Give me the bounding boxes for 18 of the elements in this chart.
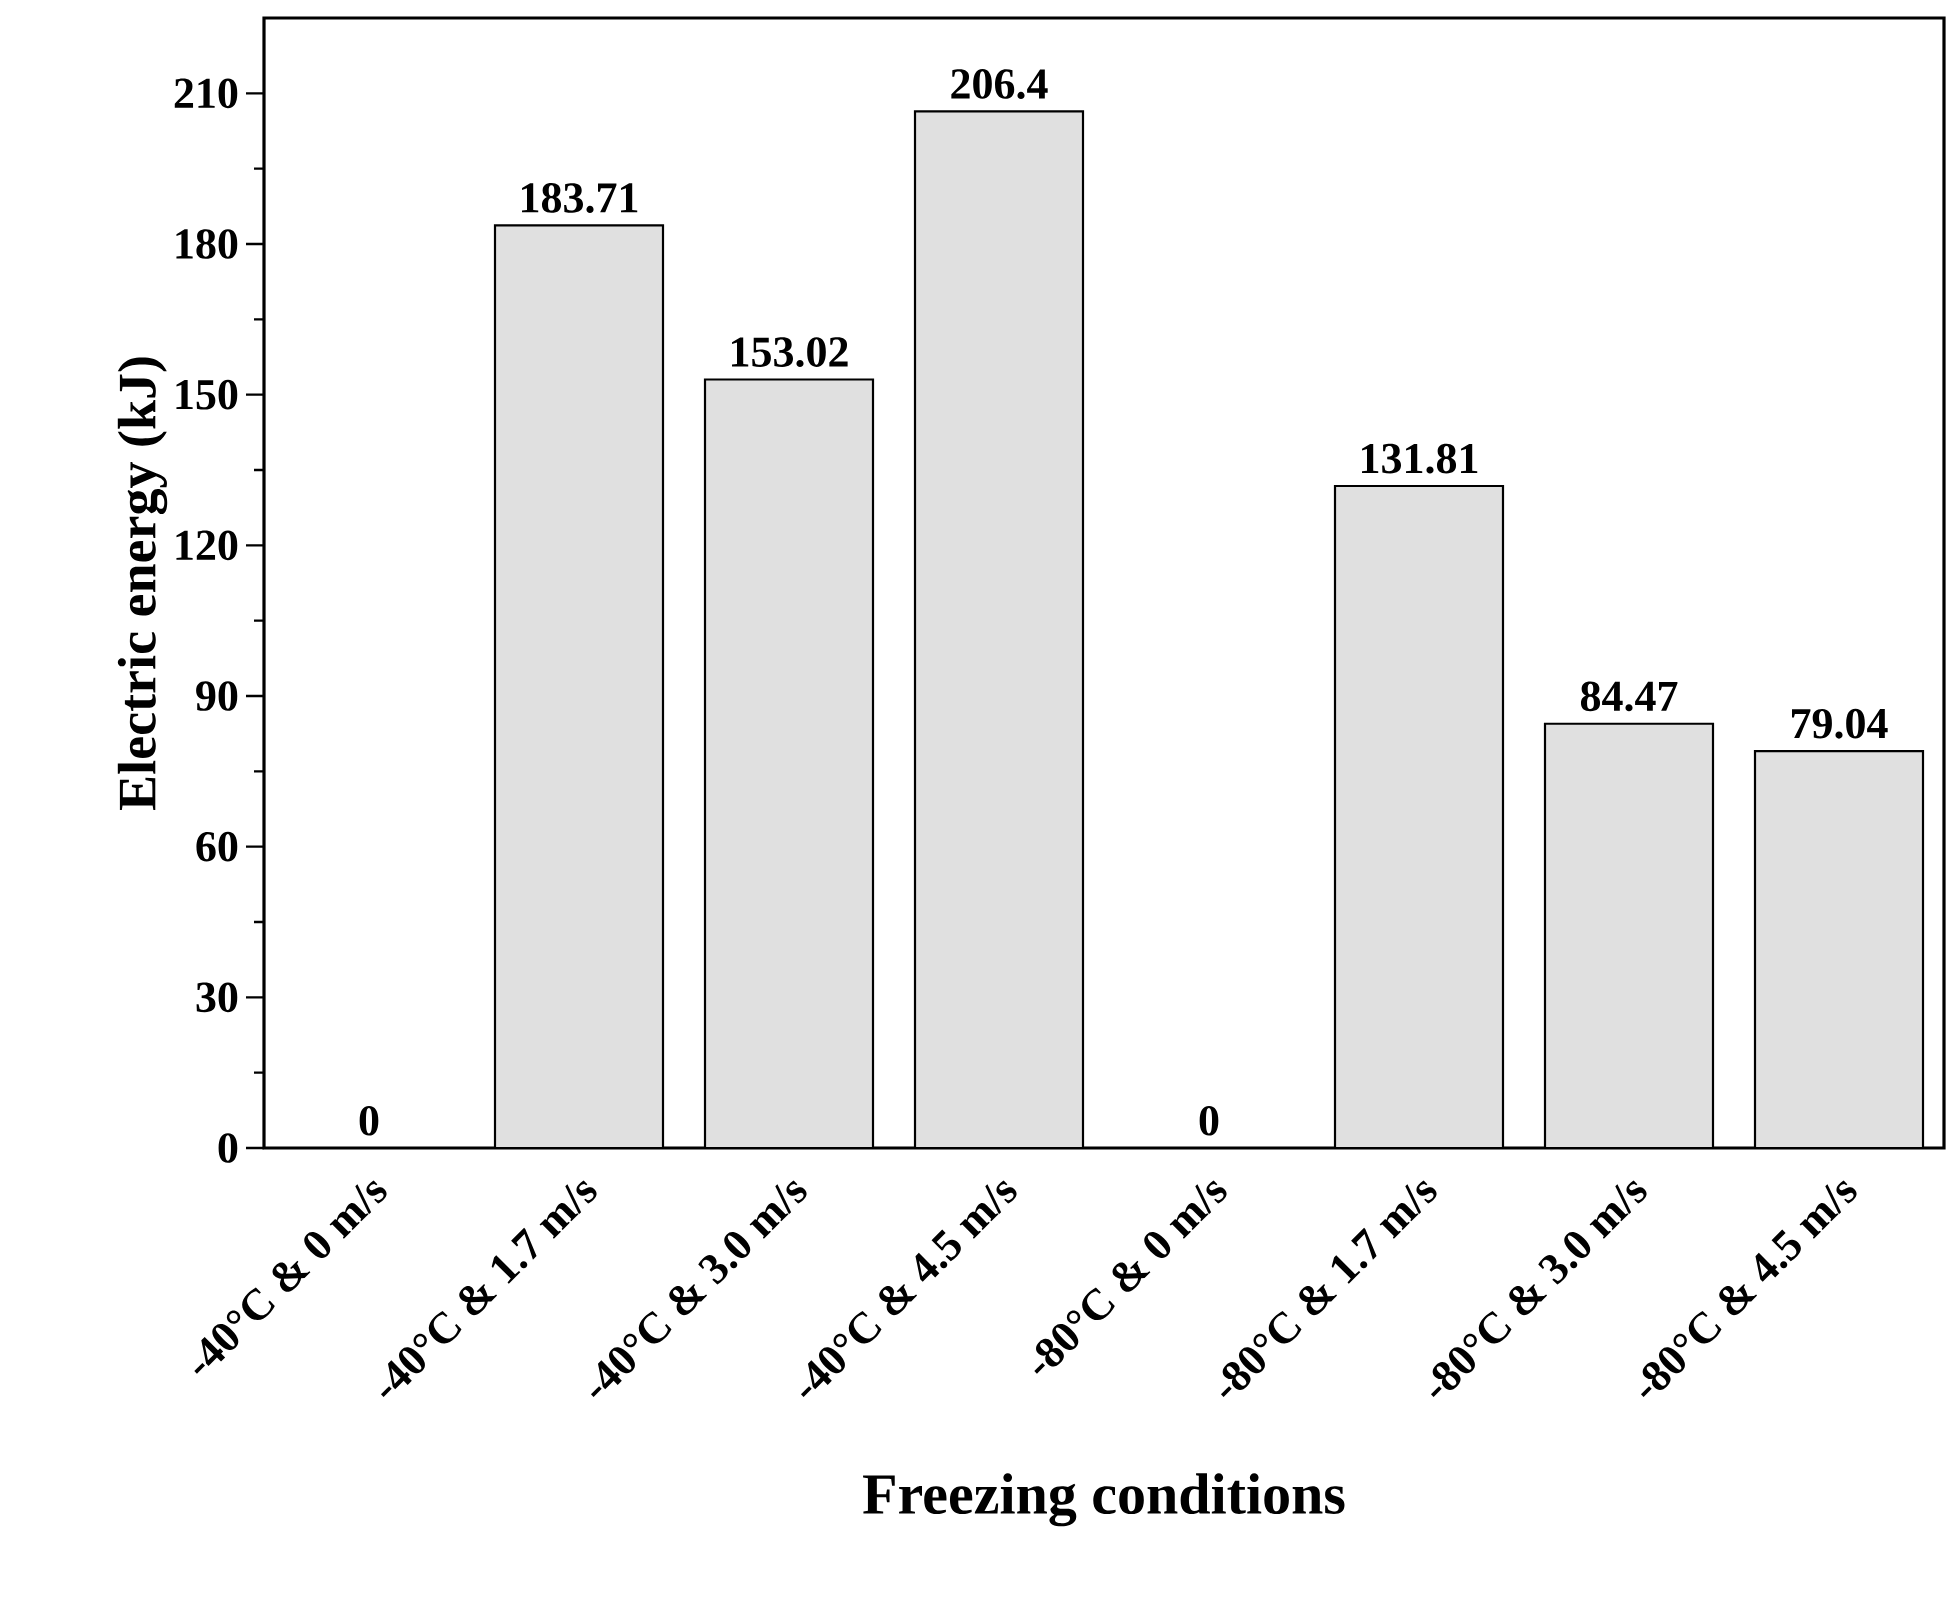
data-label: 206.4 [951,69,1048,100]
y-tick-label: 0 [218,1133,238,1163]
data-label: 84.47 [1580,681,1678,712]
data-label: 0 [1199,1105,1219,1136]
data-label: 0 [359,1105,379,1136]
y-tick-label: 90 [196,681,238,711]
data-label: 153.02 [732,337,848,368]
y-tick-label: 150 [176,379,238,410]
x-axis-title: Freezing conditions [863,1473,1345,1527]
data-label: 131.81 [1362,443,1478,474]
y-tick-label: 180 [176,229,238,259]
y-axis-title: Electric energy (kJ) [117,357,168,810]
y-tick-label: 60 [196,831,238,862]
data-label: 183.71 [522,183,638,213]
y-tick-label: 120 [176,530,238,561]
y-tick-label: 210 [174,78,238,109]
data-label: 79.04 [1792,708,1888,739]
y-tick-label: 30 [196,982,238,1013]
